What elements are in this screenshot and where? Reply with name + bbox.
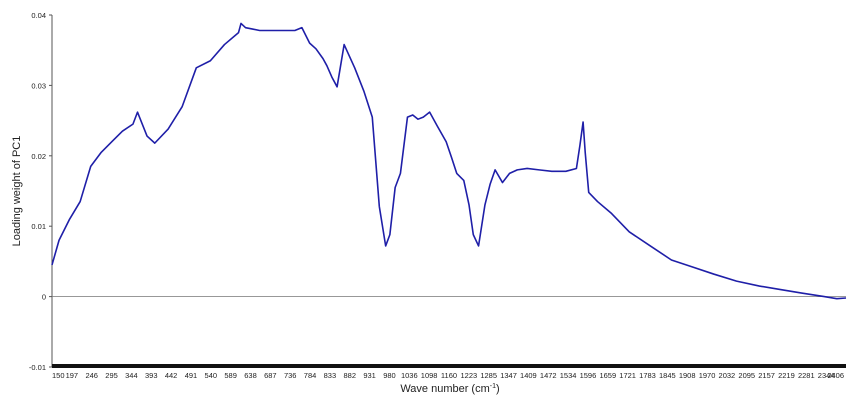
x-tick-label: 1534 xyxy=(560,371,577,380)
x-tick-label: 1160 xyxy=(441,371,457,380)
x-tick-label: 1845 xyxy=(659,371,676,380)
x-tick-group: 150 197 246 295 344 393 442 491 540 589 638 687 736 7… xyxy=(52,371,844,380)
y-axis-label: Loading weight of PC1 xyxy=(11,136,23,247)
x-tick-label: 1098 xyxy=(421,371,438,380)
x-tick-label: 491 xyxy=(185,371,198,380)
x-tick-label: 197 xyxy=(66,371,79,380)
x-axis-label-superscript: -1 xyxy=(490,383,496,390)
x-tick-label: 1783 xyxy=(639,371,656,380)
x-tick-label: 295 xyxy=(105,371,118,380)
y-tick-label: 0.01 xyxy=(31,222,46,231)
x-tick-label: 1970 xyxy=(699,371,716,380)
x-axis-label-main: Wave number (cm xyxy=(400,383,489,395)
x-tick-label: 589 xyxy=(224,371,237,380)
x-tick-label: 2406 xyxy=(827,371,844,380)
x-tick-label: 1347 xyxy=(500,371,517,380)
x-tick-label: 1285 xyxy=(480,371,497,380)
x-tick-label: 150 xyxy=(52,371,65,380)
y-tick-label: 0.03 xyxy=(31,81,46,90)
y-tick-label: -0.01 xyxy=(29,363,46,372)
x-tick-label: 2032 xyxy=(719,371,736,380)
x-axis-label-end: ) xyxy=(496,383,500,395)
x-axis-label: Wave number (cm-1) xyxy=(400,383,499,395)
y-tick-label: 0 xyxy=(42,293,46,302)
x-tick-label: 2219 xyxy=(778,371,795,380)
pc1-loading-line xyxy=(51,22,847,300)
x-tick-label: 1659 xyxy=(599,371,616,380)
y-tick-label: 0.04 xyxy=(31,11,46,20)
x-tick-label: 638 xyxy=(244,371,257,380)
x-tick-label: 2157 xyxy=(758,371,775,380)
x-tick-label: 1409 xyxy=(520,371,537,380)
x-tick-label: 687 xyxy=(264,371,277,380)
x-tick-label: 1036 xyxy=(401,371,418,380)
y-axis: -0.01 0 0.01 0.02 0.03 0.04 xyxy=(29,11,53,372)
x-axis-band xyxy=(52,364,846,368)
x-tick-label: 882 xyxy=(343,371,356,380)
x-tick-label: 393 xyxy=(145,371,158,380)
x-axis: 150 197 246 295 344 393 442 491 540 589 638 687 736 7… xyxy=(52,364,846,380)
series-group xyxy=(51,22,847,300)
x-tick-label: 344 xyxy=(125,371,138,380)
x-tick-label: 980 xyxy=(383,371,396,380)
y-tick-label: 0.02 xyxy=(31,152,46,161)
x-tick-label: 736 xyxy=(284,371,297,380)
x-tick-label: 540 xyxy=(205,371,218,380)
x-tick-label: 1472 xyxy=(540,371,557,380)
x-tick-label: 833 xyxy=(324,371,337,380)
x-tick-label: 246 xyxy=(85,371,98,380)
x-tick-label: 1908 xyxy=(679,371,696,380)
y-tick-group: -0.01 0 0.01 0.02 0.03 0.04 xyxy=(29,11,52,372)
x-tick-label: 931 xyxy=(363,371,376,380)
x-tick-label: 1596 xyxy=(580,371,597,380)
x-tick-label: 2344 xyxy=(818,371,835,380)
x-tick-label: 1223 xyxy=(461,371,478,380)
x-tick-label: 784 xyxy=(304,371,317,380)
x-tick-label: 2281 xyxy=(798,371,815,380)
x-tick-label: 442 xyxy=(165,371,178,380)
x-tick-label: 1721 xyxy=(619,371,636,380)
x-tick-label: 2095 xyxy=(738,371,755,380)
